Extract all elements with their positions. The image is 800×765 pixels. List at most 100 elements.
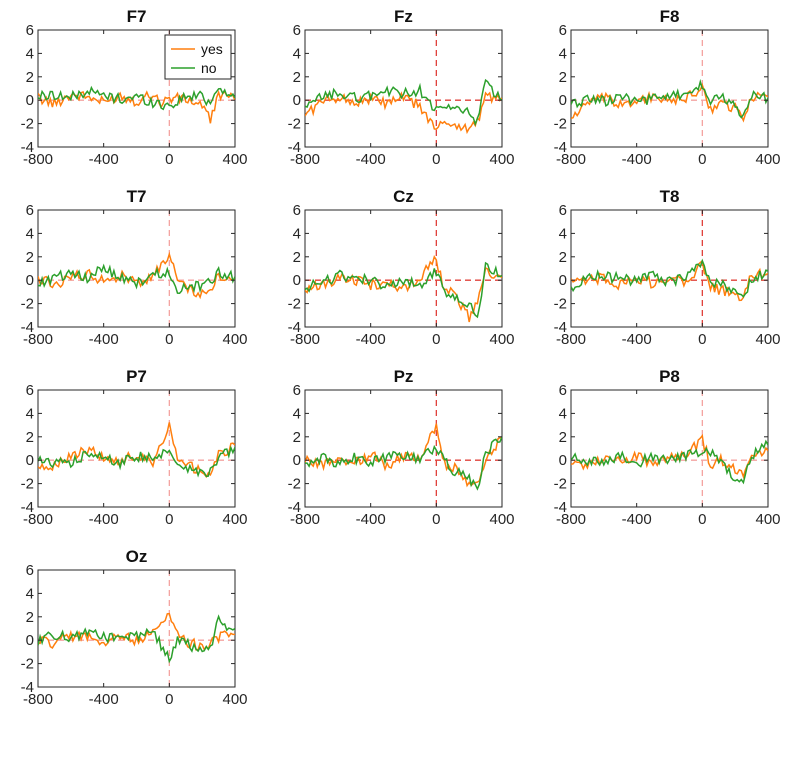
y-tick-label: 6 bbox=[26, 22, 34, 39]
plot-frame bbox=[304, 209, 503, 328]
y-tick-label: 2 bbox=[293, 249, 301, 266]
y-tick-label: 2 bbox=[26, 69, 34, 86]
y-tick-label: 0 bbox=[293, 92, 301, 109]
series-line-no bbox=[38, 85, 235, 111]
y-tick-label: 0 bbox=[559, 452, 567, 469]
plot-frame bbox=[570, 209, 769, 328]
y-tick-label: 2 bbox=[26, 429, 34, 446]
x-tick-label: -400 bbox=[89, 691, 119, 708]
panel-cz: Cz -4 -2 0 2 4 6 -800 -400 0 400 bbox=[288, 187, 515, 348]
x-tick-label: 400 bbox=[222, 331, 247, 348]
legend: yes no bbox=[164, 34, 232, 80]
y-tick-label: 4 bbox=[26, 585, 34, 602]
y-tick-label: 6 bbox=[559, 22, 567, 39]
x-tick-label: -400 bbox=[356, 331, 386, 348]
x-tick-label: -800 bbox=[23, 691, 53, 708]
y-tick-label: 0 bbox=[559, 92, 567, 109]
panel-title: F7 bbox=[127, 7, 147, 26]
plot-frame bbox=[37, 569, 236, 688]
y-tick-label: 6 bbox=[559, 382, 567, 399]
x-tick-label: -400 bbox=[89, 151, 119, 168]
x-tick-label: 400 bbox=[755, 151, 780, 168]
panel-f7: F7 -4 -2 0 2 4 6 -800 -400 0 400 yes no bbox=[21, 7, 248, 168]
y-tick-label: 4 bbox=[559, 405, 567, 422]
y-tick-label: -2 bbox=[21, 116, 34, 133]
y-tick-label: 4 bbox=[293, 45, 301, 62]
y-tick-label: 2 bbox=[26, 249, 34, 266]
plot-frame bbox=[570, 389, 769, 508]
legend-box bbox=[164, 34, 232, 80]
series-line-yes bbox=[305, 91, 502, 135]
y-tick-label: -2 bbox=[21, 296, 34, 313]
y-tick-label: 4 bbox=[293, 225, 301, 242]
panel-title: Oz bbox=[126, 547, 148, 566]
x-tick-label: -800 bbox=[556, 331, 586, 348]
x-tick-label: 400 bbox=[489, 331, 514, 348]
x-tick-label: 0 bbox=[432, 511, 440, 528]
x-tick-label: -400 bbox=[622, 511, 652, 528]
panel-title: F8 bbox=[660, 7, 680, 26]
y-tick-label: 4 bbox=[26, 405, 34, 422]
series-line-yes bbox=[38, 89, 235, 124]
x-tick-label: 0 bbox=[165, 691, 173, 708]
x-tick-label: 0 bbox=[698, 331, 706, 348]
x-tick-label: -400 bbox=[622, 151, 652, 168]
y-tick-label: -4 bbox=[21, 499, 34, 516]
y-tick-label: -4 bbox=[288, 319, 301, 336]
y-tick-label: -2 bbox=[288, 296, 301, 313]
x-tick-label: 0 bbox=[165, 151, 173, 168]
y-tick-label: 2 bbox=[26, 609, 34, 626]
y-tick-label: -4 bbox=[554, 139, 567, 156]
series-line-no bbox=[571, 78, 768, 119]
x-tick-label: -800 bbox=[23, 331, 53, 348]
y-tick-label: 4 bbox=[26, 45, 34, 62]
x-tick-label: 400 bbox=[755, 331, 780, 348]
x-tick-label: 0 bbox=[698, 151, 706, 168]
x-tick-label: -400 bbox=[356, 511, 386, 528]
y-tick-label: 0 bbox=[26, 452, 34, 469]
panel-oz: Oz -4 -2 0 2 4 6 -800 -400 0 400 bbox=[21, 547, 248, 708]
x-tick-label: 0 bbox=[432, 331, 440, 348]
series-line-no bbox=[571, 439, 768, 485]
panel-title: Fz bbox=[394, 7, 413, 26]
y-tick-label: -4 bbox=[21, 679, 34, 696]
y-tick-label: -4 bbox=[21, 139, 34, 156]
y-tick-label: 4 bbox=[559, 45, 567, 62]
x-tick-label: 0 bbox=[165, 511, 173, 528]
y-tick-label: 2 bbox=[559, 69, 567, 86]
panel-p7: P7 -4 -2 0 2 4 6 -800 -400 0 400 bbox=[21, 367, 248, 528]
panel-title: Pz bbox=[394, 367, 414, 386]
legend-label-no: no bbox=[201, 60, 217, 76]
series-line-no bbox=[305, 436, 502, 491]
panel-t7: T7 -4 -2 0 2 4 6 -800 -400 0 400 bbox=[21, 187, 248, 348]
y-tick-label: 6 bbox=[26, 382, 34, 399]
y-tick-label: -4 bbox=[554, 319, 567, 336]
series-line-yes bbox=[38, 251, 235, 300]
x-tick-label: 0 bbox=[698, 511, 706, 528]
panel-fz: Fz -4 -2 0 2 4 6 -800 -400 0 400 bbox=[288, 7, 515, 168]
plot-frame bbox=[37, 389, 236, 508]
y-tick-label: 2 bbox=[293, 429, 301, 446]
x-tick-label: 0 bbox=[165, 331, 173, 348]
y-tick-label: 2 bbox=[559, 429, 567, 446]
series-line-no bbox=[38, 614, 235, 664]
series-line-no bbox=[571, 258, 768, 298]
y-tick-label: 0 bbox=[26, 92, 34, 109]
plot-frame bbox=[304, 29, 503, 148]
x-tick-label: 400 bbox=[222, 151, 247, 168]
series-line-yes bbox=[571, 259, 768, 302]
y-tick-label: -4 bbox=[288, 499, 301, 516]
y-tick-label: 6 bbox=[26, 202, 34, 219]
x-tick-label: -400 bbox=[89, 511, 119, 528]
y-tick-label: 0 bbox=[26, 272, 34, 289]
panel-f8: F8 -4 -2 0 2 4 6 -800 -400 0 400 bbox=[554, 7, 781, 168]
series-line-no bbox=[38, 445, 235, 478]
y-tick-label: 4 bbox=[559, 225, 567, 242]
y-tick-label: 4 bbox=[293, 405, 301, 422]
y-tick-label: 6 bbox=[293, 202, 301, 219]
x-tick-label: -400 bbox=[622, 331, 652, 348]
y-tick-label: 6 bbox=[293, 382, 301, 399]
y-tick-label: 6 bbox=[559, 202, 567, 219]
y-tick-label: -2 bbox=[21, 656, 34, 673]
